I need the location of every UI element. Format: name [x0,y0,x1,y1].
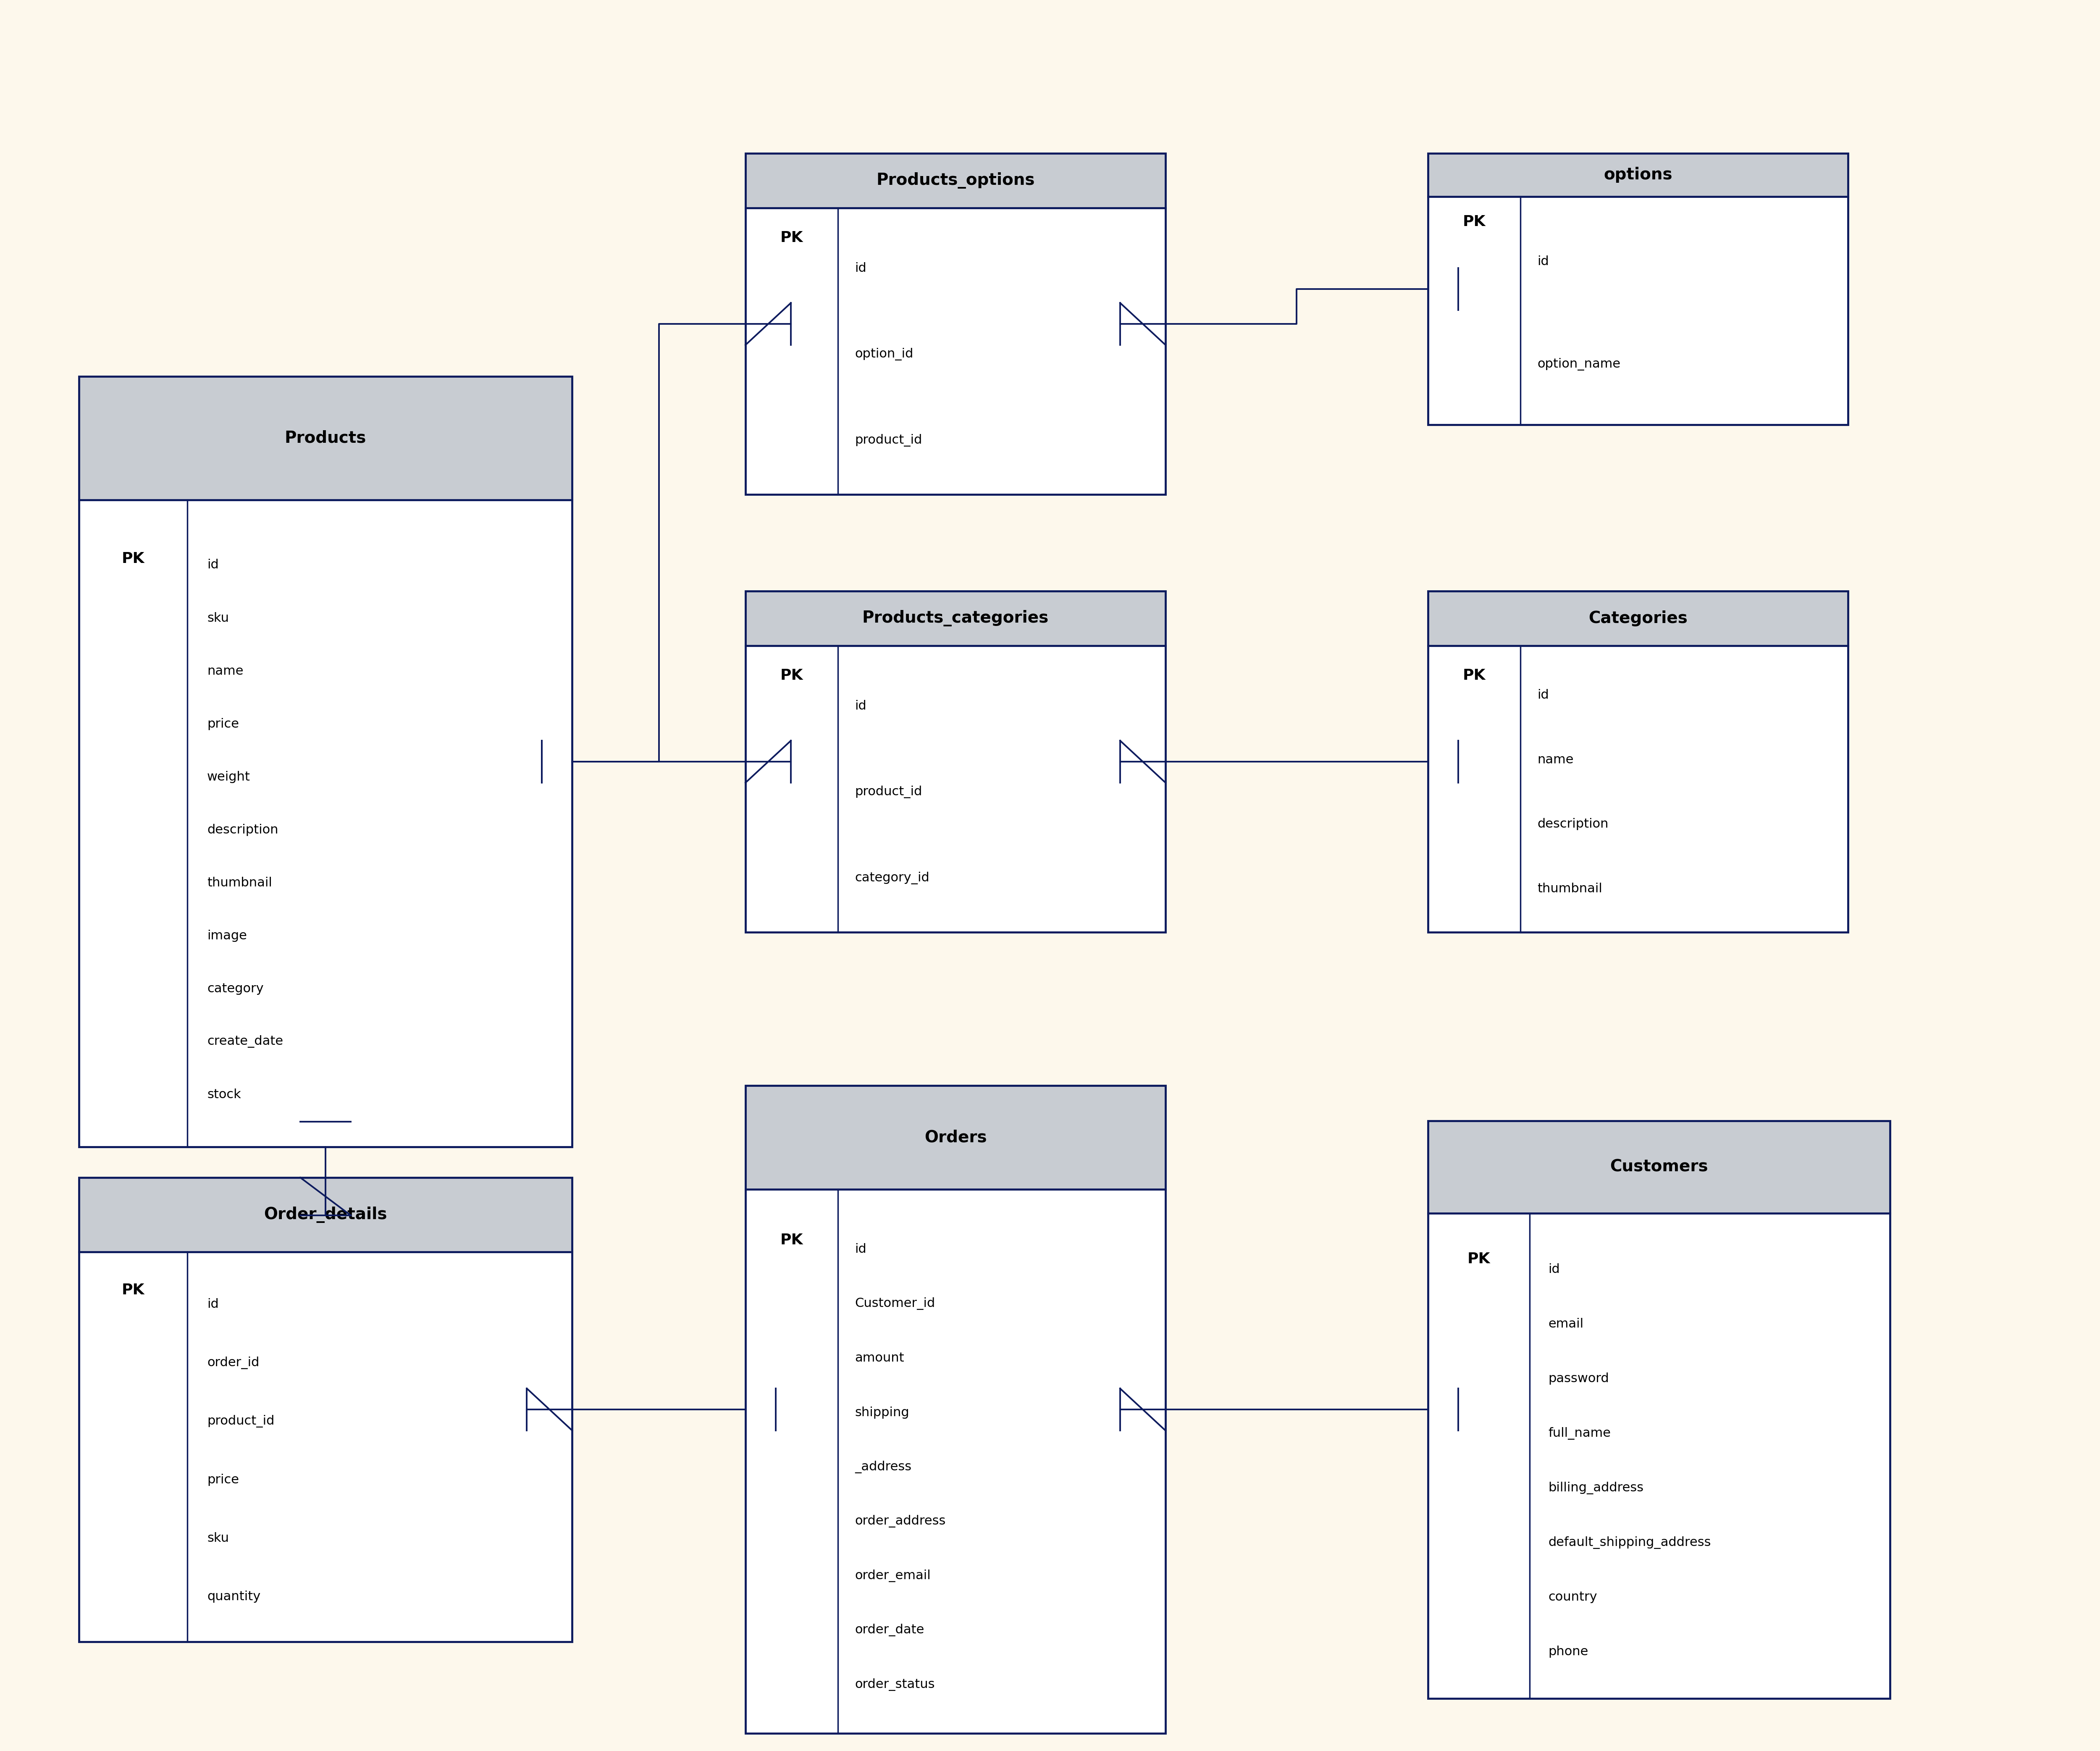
Bar [80,376,571,499]
Text: Customers: Customers [1611,1159,1707,1175]
Bar [746,1086,1166,1189]
Text: description: description [208,823,277,835]
Text: id: id [208,559,218,571]
Text: quantity: quantity [208,1590,260,1602]
Text: id: id [855,700,867,713]
Bar [80,1178,571,1642]
Text: Products_categories: Products_categories [863,609,1048,627]
Text: PK: PK [781,669,802,683]
Text: id: id [855,1243,867,1255]
Text: full_name: full_name [1548,1427,1611,1439]
Text: sku: sku [208,1532,229,1544]
Text: Order_details: Order_details [265,1206,386,1222]
Bar [1428,1121,1890,1698]
Text: category_id: category_id [855,872,930,884]
Text: id: id [208,1297,218,1310]
Text: shipping: shipping [855,1406,909,1418]
Bar [746,592,1166,933]
Text: PK: PK [122,552,145,566]
Bar [80,376,571,1147]
Text: thumbnail: thumbnail [208,877,273,890]
Text: price: price [208,1474,239,1487]
Text: billing_address: billing_address [1548,1481,1644,1494]
Bar [1428,154,1848,196]
Text: email: email [1548,1319,1583,1331]
Text: PK: PK [1468,1252,1491,1266]
Text: order_status: order_status [855,1677,934,1691]
Text: Products: Products [286,431,365,447]
Text: order_date: order_date [855,1623,924,1637]
Text: order_address: order_address [855,1515,945,1527]
Text: order_id: order_id [208,1357,258,1369]
Bar [80,1178,571,1252]
Text: PK: PK [1464,215,1485,229]
Bar [746,208,1166,496]
Text: PK: PK [781,1233,802,1247]
Text: id: id [1537,256,1550,268]
Bar [1428,1121,1890,1213]
Bar [1428,592,1848,933]
Bar [1428,196,1848,425]
Text: password: password [1548,1373,1609,1385]
Text: PK: PK [122,1283,145,1297]
Bar [1428,592,1848,646]
Text: Products_options: Products_options [876,172,1035,189]
Text: product_id: product_id [208,1415,275,1427]
Text: description: description [1537,818,1609,830]
Text: country: country [1548,1592,1598,1604]
Text: id: id [855,263,867,275]
Text: id: id [1548,1264,1560,1276]
Text: create_date: create_date [208,1035,284,1047]
Text: product_id: product_id [855,786,922,798]
Text: image: image [208,930,248,942]
Text: weight: weight [208,770,250,783]
Text: Orders: Orders [924,1129,987,1145]
Text: option_id: option_id [855,348,914,361]
Text: order_email: order_email [855,1569,930,1581]
Text: name: name [1537,753,1573,765]
Bar [1428,646,1848,933]
Text: amount: amount [855,1352,905,1364]
Text: name: name [208,665,244,678]
Text: price: price [208,718,239,730]
Text: phone: phone [1548,1646,1588,1658]
Bar [746,1086,1166,1733]
Bar [80,499,571,1147]
Text: id: id [1537,688,1550,700]
Text: option_name: option_name [1537,357,1621,371]
Bar [746,592,1166,646]
Text: _address: _address [855,1460,911,1473]
Bar [746,1189,1166,1733]
Bar [746,646,1166,933]
Text: default_shipping_address: default_shipping_address [1548,1536,1712,1550]
Text: Customer_id: Customer_id [855,1297,934,1310]
Bar [1428,1213,1890,1698]
Text: PK: PK [781,231,802,245]
Text: options: options [1604,166,1672,182]
Text: thumbnail: thumbnail [1537,883,1602,895]
Text: sku: sku [208,611,229,623]
Bar [746,154,1166,496]
Text: Categories: Categories [1588,611,1688,627]
Bar [1428,154,1848,425]
Bar [746,154,1166,208]
Bar [80,1252,571,1642]
Text: product_id: product_id [855,434,922,447]
Text: category: category [208,982,265,995]
Text: stock: stock [208,1089,242,1101]
Text: PK: PK [1464,669,1485,683]
